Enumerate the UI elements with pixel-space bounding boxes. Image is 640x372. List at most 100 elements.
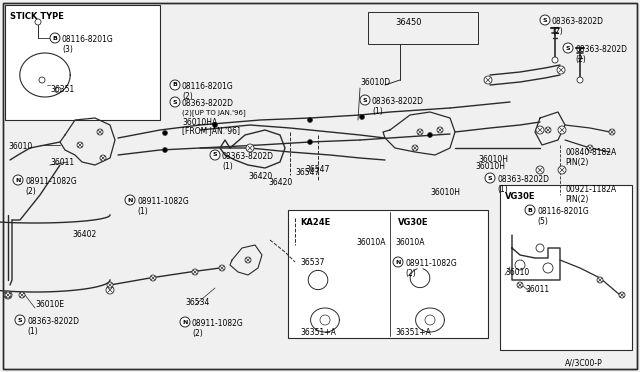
Text: 08116-8201G: 08116-8201G [62, 35, 114, 44]
Text: 36351: 36351 [50, 85, 74, 94]
Text: 08363-8202D: 08363-8202D [552, 17, 604, 26]
Circle shape [484, 76, 492, 84]
Circle shape [55, 87, 61, 93]
Circle shape [545, 127, 551, 133]
Circle shape [558, 126, 566, 134]
Text: B: B [52, 35, 58, 41]
Circle shape [97, 129, 103, 135]
Text: 00921-1182A: 00921-1182A [565, 185, 616, 194]
Bar [5, 5, 160, 120]
Text: (2): (2) [405, 269, 416, 278]
Text: 36547: 36547 [295, 168, 319, 177]
Text: STICK TYPE: STICK TYPE [10, 12, 64, 21]
Text: 08911-1082G: 08911-1082G [405, 259, 457, 268]
Text: N: N [127, 198, 132, 202]
Text: 36010D: 36010D [360, 78, 390, 87]
Text: 36351+A: 36351+A [300, 328, 336, 337]
Circle shape [5, 292, 11, 298]
Circle shape [15, 315, 25, 325]
Circle shape [212, 122, 218, 128]
Text: VG30E: VG30E [505, 192, 536, 201]
Text: S: S [212, 153, 218, 157]
Text: 36537: 36537 [300, 258, 324, 267]
Text: 36010HA: 36010HA [182, 118, 217, 127]
Circle shape [517, 282, 523, 288]
Text: 36011: 36011 [50, 158, 74, 167]
Circle shape [19, 292, 25, 298]
Text: S: S [363, 97, 367, 103]
Circle shape [307, 118, 312, 122]
Bar [288, 210, 488, 338]
Circle shape [219, 265, 225, 271]
Text: 08363-8202D: 08363-8202D [222, 152, 274, 161]
Text: S: S [566, 45, 570, 51]
Text: 36010E: 36010E [35, 300, 64, 309]
Text: S: S [543, 17, 547, 22]
Circle shape [525, 205, 535, 215]
Text: (3): (3) [62, 45, 73, 54]
Circle shape [192, 269, 198, 275]
Text: 36547: 36547 [305, 165, 330, 174]
Circle shape [515, 260, 525, 270]
Text: N: N [182, 320, 188, 324]
Bar [500, 185, 632, 350]
Circle shape [577, 77, 583, 83]
Text: 00840-8182A: 00840-8182A [565, 148, 616, 157]
Text: 08363-8202D: 08363-8202D [27, 317, 79, 326]
Text: PIN(2): PIN(2) [565, 195, 588, 204]
Text: (2): (2) [575, 55, 586, 64]
Text: 36010H: 36010H [478, 155, 508, 164]
Text: B: B [527, 208, 532, 212]
Text: 36010A: 36010A [356, 238, 385, 247]
Text: VG30E: VG30E [398, 218, 429, 227]
Text: 36011: 36011 [525, 285, 549, 294]
Circle shape [360, 115, 365, 119]
Circle shape [563, 43, 573, 53]
Circle shape [77, 142, 83, 148]
Text: 08116-8201G: 08116-8201G [537, 207, 589, 216]
Text: 08911-1082G: 08911-1082G [192, 319, 244, 328]
Text: (1): (1) [137, 207, 148, 216]
Circle shape [558, 166, 566, 174]
Circle shape [163, 148, 168, 153]
Text: (5): (5) [537, 217, 548, 226]
Circle shape [100, 155, 106, 161]
Circle shape [39, 77, 45, 83]
Text: 36351+A: 36351+A [395, 328, 431, 337]
Circle shape [125, 195, 135, 205]
Text: (2): (2) [25, 187, 36, 196]
Text: 08911-1082G: 08911-1082G [25, 177, 77, 186]
Text: 36420: 36420 [268, 178, 292, 187]
Text: [FROM JAN.'96]: [FROM JAN.'96] [182, 127, 240, 136]
Circle shape [320, 315, 330, 325]
Text: 36010H: 36010H [475, 162, 505, 171]
Text: 36420: 36420 [248, 172, 272, 181]
Circle shape [557, 66, 565, 74]
Circle shape [609, 129, 615, 135]
Circle shape [552, 57, 558, 63]
Text: (1): (1) [222, 162, 233, 171]
Text: 08116-8201G: 08116-8201G [182, 82, 234, 91]
Circle shape [307, 140, 312, 144]
Circle shape [536, 166, 544, 174]
Circle shape [412, 145, 418, 151]
Text: S: S [18, 317, 22, 323]
Text: 08363-8202D: 08363-8202D [182, 99, 234, 108]
Text: PIN(2): PIN(2) [565, 158, 588, 167]
Text: A//3C00-P: A//3C00-P [565, 358, 603, 367]
Text: KA24E: KA24E [300, 218, 330, 227]
Text: 36450: 36450 [395, 18, 422, 27]
Text: 08363-8202D: 08363-8202D [575, 45, 627, 54]
Circle shape [417, 129, 423, 135]
Circle shape [35, 19, 41, 25]
Circle shape [393, 257, 403, 267]
Circle shape [536, 126, 544, 134]
Text: S: S [488, 176, 492, 180]
Text: (2): (2) [552, 27, 563, 36]
Circle shape [536, 244, 544, 252]
Circle shape [210, 150, 220, 160]
Circle shape [106, 286, 114, 294]
Text: N: N [15, 177, 20, 183]
Circle shape [107, 282, 113, 288]
Circle shape [150, 275, 156, 281]
